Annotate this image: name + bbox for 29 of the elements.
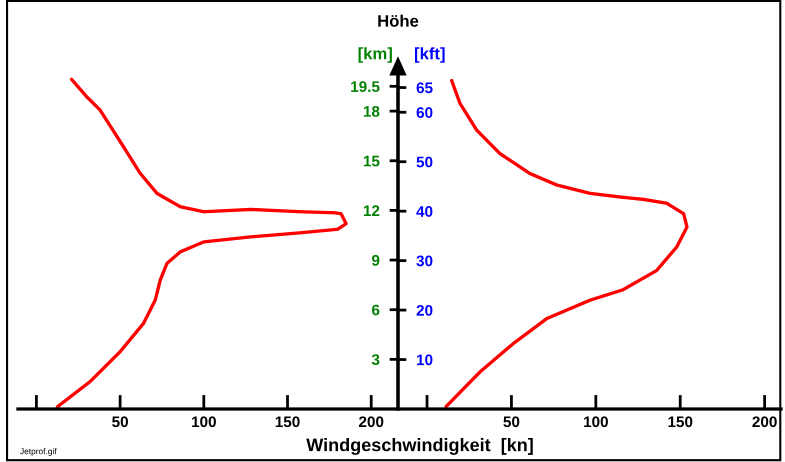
y-tick-label: 20 xyxy=(416,304,432,316)
line-series xyxy=(56,78,348,408)
y-tick-label: 19.5 xyxy=(351,81,380,92)
x-tick-label: 200 xyxy=(359,416,384,428)
y-tick-label: 12 xyxy=(364,205,380,216)
y-tick-label: 10 xyxy=(417,354,432,366)
y-tick-label: 9 xyxy=(372,254,380,266)
y-tick-label: 40 xyxy=(416,206,432,217)
x-tick-label: 100 xyxy=(584,416,608,428)
y-tick-label: 50 xyxy=(416,156,432,168)
y-tick-label: 3 xyxy=(372,354,380,366)
y-tick-label: 65 xyxy=(416,82,433,94)
line-series xyxy=(444,78,689,408)
x-tick-label: 50 xyxy=(503,416,520,428)
x-tick-label: 200 xyxy=(752,416,777,428)
y-tick-label: 6 xyxy=(372,304,380,316)
chart-title: Höhe xyxy=(378,14,418,27)
y-tick-label: 18 xyxy=(364,106,380,117)
x-axis-title: Windgeschwindigkeit [kn] xyxy=(306,438,533,455)
y-tick-label: 15 xyxy=(364,156,380,166)
y-tick-label: 30 xyxy=(416,256,432,266)
x-tick-label: 150 xyxy=(276,416,300,428)
x-tick-label: 150 xyxy=(668,416,692,428)
text: Jetprof.gif xyxy=(20,448,57,456)
x-tick-label: 100 xyxy=(192,416,216,428)
y-tick-label: 60 xyxy=(416,107,432,118)
x-tick-label: 50 xyxy=(112,416,128,428)
y-axis-title: [km] xyxy=(358,47,392,63)
y-axis-title: [kft] xyxy=(414,47,445,63)
